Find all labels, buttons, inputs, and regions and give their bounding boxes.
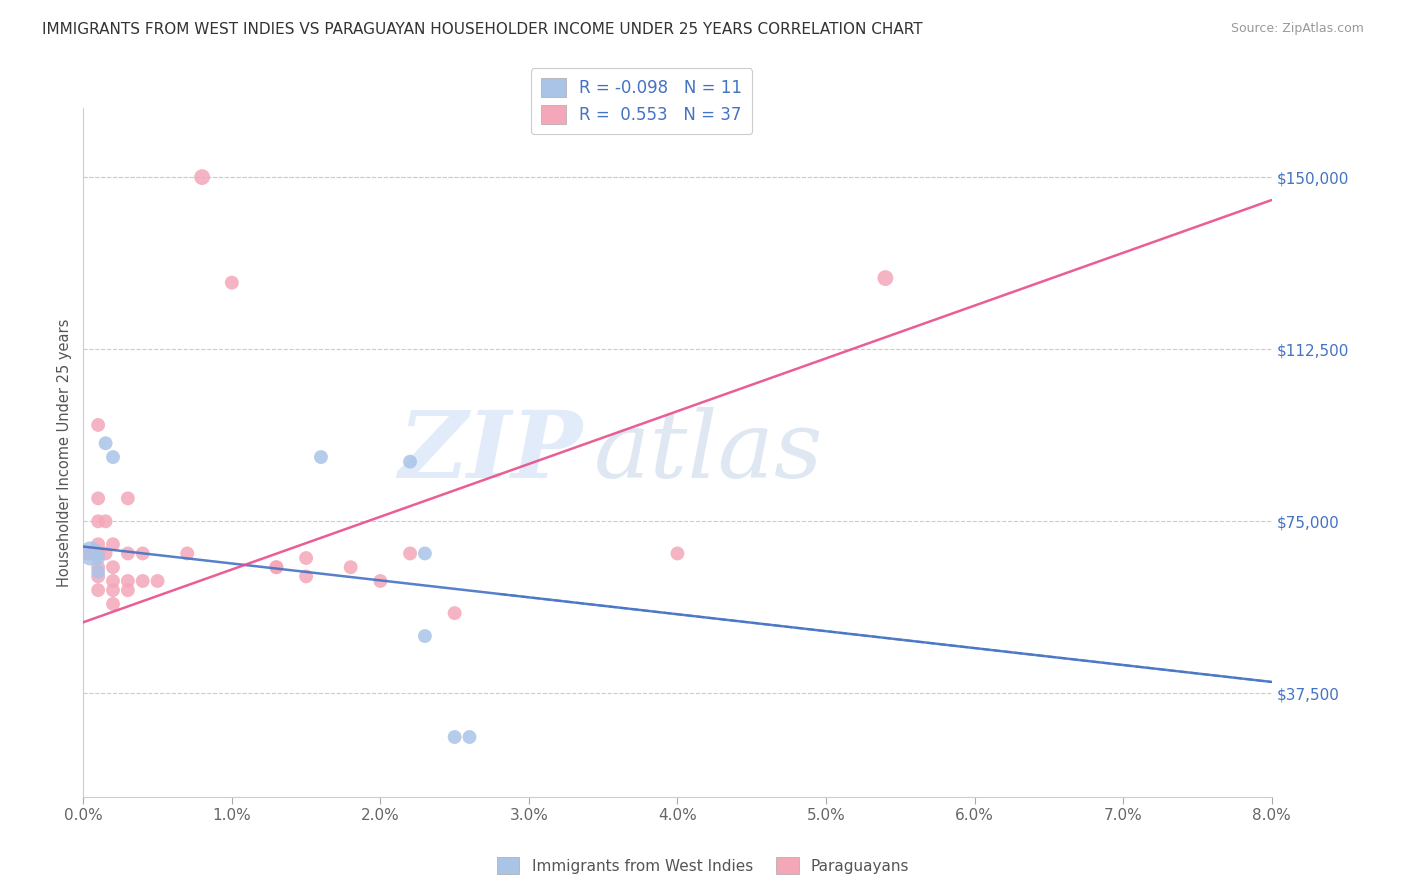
- Legend: Immigrants from West Indies, Paraguayans: Immigrants from West Indies, Paraguayans: [491, 851, 915, 880]
- Point: [131, 574, 153, 588]
- Point: [101, 574, 124, 588]
- Point: [413, 546, 436, 560]
- Point: [458, 730, 481, 744]
- Point: [266, 560, 288, 574]
- Point: [101, 560, 124, 574]
- Point: [87, 551, 110, 566]
- Point: [117, 583, 139, 598]
- Point: [117, 574, 139, 588]
- Point: [94, 514, 117, 528]
- Point: [221, 276, 243, 290]
- Point: [309, 450, 332, 464]
- Point: [117, 491, 139, 506]
- Point: [370, 574, 392, 588]
- Point: [87, 583, 110, 598]
- Point: [666, 546, 689, 560]
- Point: [80, 546, 103, 560]
- Point: [87, 491, 110, 506]
- Point: [295, 569, 318, 583]
- Point: [94, 436, 117, 450]
- Point: [443, 730, 465, 744]
- Point: [87, 537, 110, 551]
- Point: [266, 560, 288, 574]
- Legend: R = -0.098   N = 11, R =  0.553   N = 37: R = -0.098 N = 11, R = 0.553 N = 37: [531, 69, 752, 134]
- Point: [443, 606, 465, 620]
- Point: [94, 546, 117, 560]
- Point: [101, 450, 124, 464]
- Text: IMMIGRANTS FROM WEST INDIES VS PARAGUAYAN HOUSEHOLDER INCOME UNDER 25 YEARS CORR: IMMIGRANTS FROM WEST INDIES VS PARAGUAYA…: [42, 22, 922, 37]
- Point: [101, 597, 124, 611]
- Text: Source: ZipAtlas.com: Source: ZipAtlas.com: [1230, 22, 1364, 36]
- Point: [101, 537, 124, 551]
- Point: [87, 560, 110, 574]
- Point: [399, 455, 422, 469]
- Point: [295, 551, 318, 566]
- Point: [76, 546, 98, 560]
- Point: [399, 546, 422, 560]
- Point: [87, 565, 110, 579]
- Point: [339, 560, 361, 574]
- Point: [146, 574, 169, 588]
- Point: [117, 546, 139, 560]
- Point: [875, 271, 897, 285]
- Text: ZIP: ZIP: [398, 408, 582, 498]
- Text: atlas: atlas: [595, 408, 824, 498]
- Point: [413, 629, 436, 643]
- Point: [176, 546, 198, 560]
- Point: [101, 583, 124, 598]
- Point: [191, 170, 214, 185]
- Point: [87, 546, 110, 560]
- Point: [87, 417, 110, 432]
- Y-axis label: Householder Income Under 25 years: Householder Income Under 25 years: [58, 318, 72, 587]
- Point: [87, 569, 110, 583]
- Point: [131, 546, 153, 560]
- Point: [87, 514, 110, 528]
- Point: [80, 546, 103, 560]
